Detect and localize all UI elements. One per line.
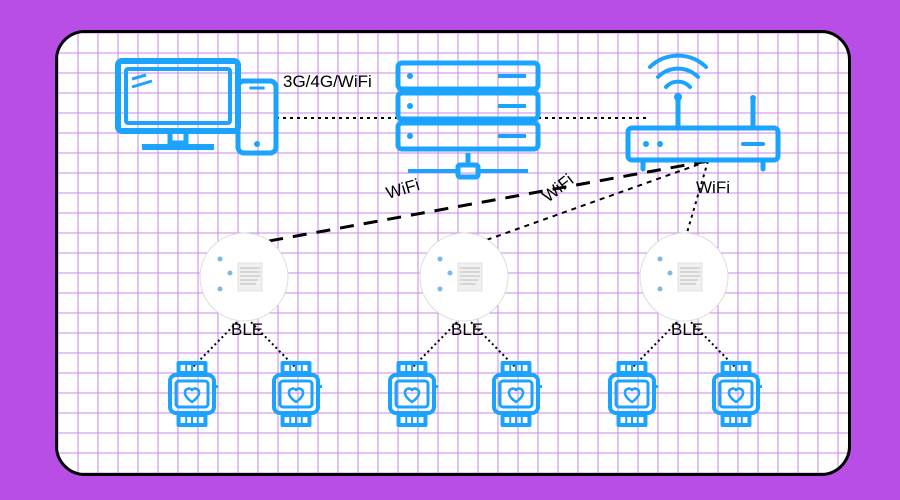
smartwatch-icon	[170, 363, 218, 425]
connection-line	[684, 161, 708, 243]
gateway-node	[640, 233, 728, 321]
connection-line	[478, 161, 708, 243]
phone-icon	[238, 81, 276, 153]
router-icon	[628, 56, 778, 169]
ble-label: BLE	[671, 320, 703, 339]
connection-line	[258, 161, 708, 243]
smartwatch-icon	[494, 363, 542, 425]
diagram-canvas: 3G/4G/WiFi WiFi WiFi WiFi BLE BLE BLE	[0, 0, 900, 500]
server-icon	[398, 63, 538, 177]
ble-label: BLE	[231, 320, 263, 339]
wifi-label: WiFi	[696, 178, 730, 197]
wifi-label: WiFi	[384, 175, 422, 203]
wifi-label: WiFi	[539, 170, 577, 206]
gateway-node	[420, 233, 508, 321]
smartwatch-icon	[714, 363, 762, 425]
smartwatch-icon	[610, 363, 658, 425]
smartwatch-icon	[390, 363, 438, 425]
smartwatch-icon	[274, 363, 322, 425]
monitor-icon	[118, 61, 238, 147]
gateway-node	[200, 233, 288, 321]
diagram-content: 3G/4G/WiFi WiFi WiFi WiFi BLE BLE BLE	[58, 33, 848, 473]
ble-label: BLE	[451, 320, 483, 339]
top-link-label: 3G/4G/WiFi	[283, 72, 372, 91]
diagram-panel: 3G/4G/WiFi WiFi WiFi WiFi BLE BLE BLE	[55, 30, 851, 476]
